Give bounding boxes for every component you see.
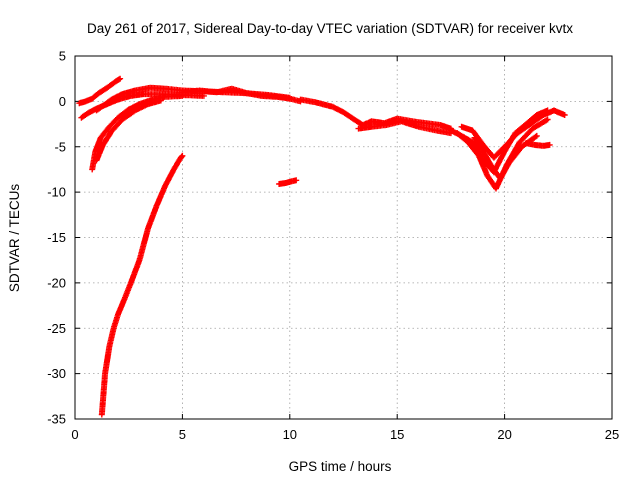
y-tick-label: -20 <box>47 275 66 290</box>
data-point-markers <box>355 118 454 137</box>
chart-title: Day 261 of 2017, Sidereal Day-to-day VTE… <box>87 21 573 36</box>
series-late-short <box>523 140 553 149</box>
data-point-markers <box>98 152 186 418</box>
x-tick-label: 20 <box>497 427 511 442</box>
y-tick-label: -10 <box>47 185 66 200</box>
data-point-markers <box>93 97 164 164</box>
data-point-markers <box>523 140 553 149</box>
data-point-markers <box>458 107 568 161</box>
series-arc-lower <box>89 92 186 173</box>
y-tick-label: 5 <box>59 49 66 64</box>
series-midday-band <box>179 85 304 105</box>
grid <box>75 56 612 419</box>
series-steep-rise-track <box>98 152 186 418</box>
x-tick-label: 0 <box>71 427 78 442</box>
x-tick-label: 5 <box>179 427 186 442</box>
x-tick-label: 15 <box>390 427 404 442</box>
x-axis-label: GPS time / hours <box>289 459 392 474</box>
data-markers <box>76 75 568 418</box>
data-point-markers <box>89 92 186 173</box>
y-tick-label: -35 <box>47 412 66 427</box>
series-arc-upper <box>76 75 124 107</box>
y-tick-label: -5 <box>54 139 66 154</box>
series-afternoon-band-b <box>355 118 454 137</box>
series-arc-lower-2 <box>93 97 164 164</box>
x-tick-label: 10 <box>283 427 297 442</box>
y-tick-label: 0 <box>59 94 66 109</box>
series-isolated-patch <box>276 177 300 187</box>
data-point-markers <box>179 85 304 105</box>
y-tick-label: -15 <box>47 230 66 245</box>
y-tick-label: -30 <box>47 366 66 381</box>
data-point-markers <box>276 177 300 187</box>
series-evening-dip-3 <box>458 107 568 161</box>
plot-frame <box>74 55 613 420</box>
data-point-markers <box>76 75 124 107</box>
y-tick-label: -25 <box>47 321 66 336</box>
y-axis-label: SDTVAR / TECUs <box>7 184 22 293</box>
x-tick-label: 25 <box>605 427 619 442</box>
